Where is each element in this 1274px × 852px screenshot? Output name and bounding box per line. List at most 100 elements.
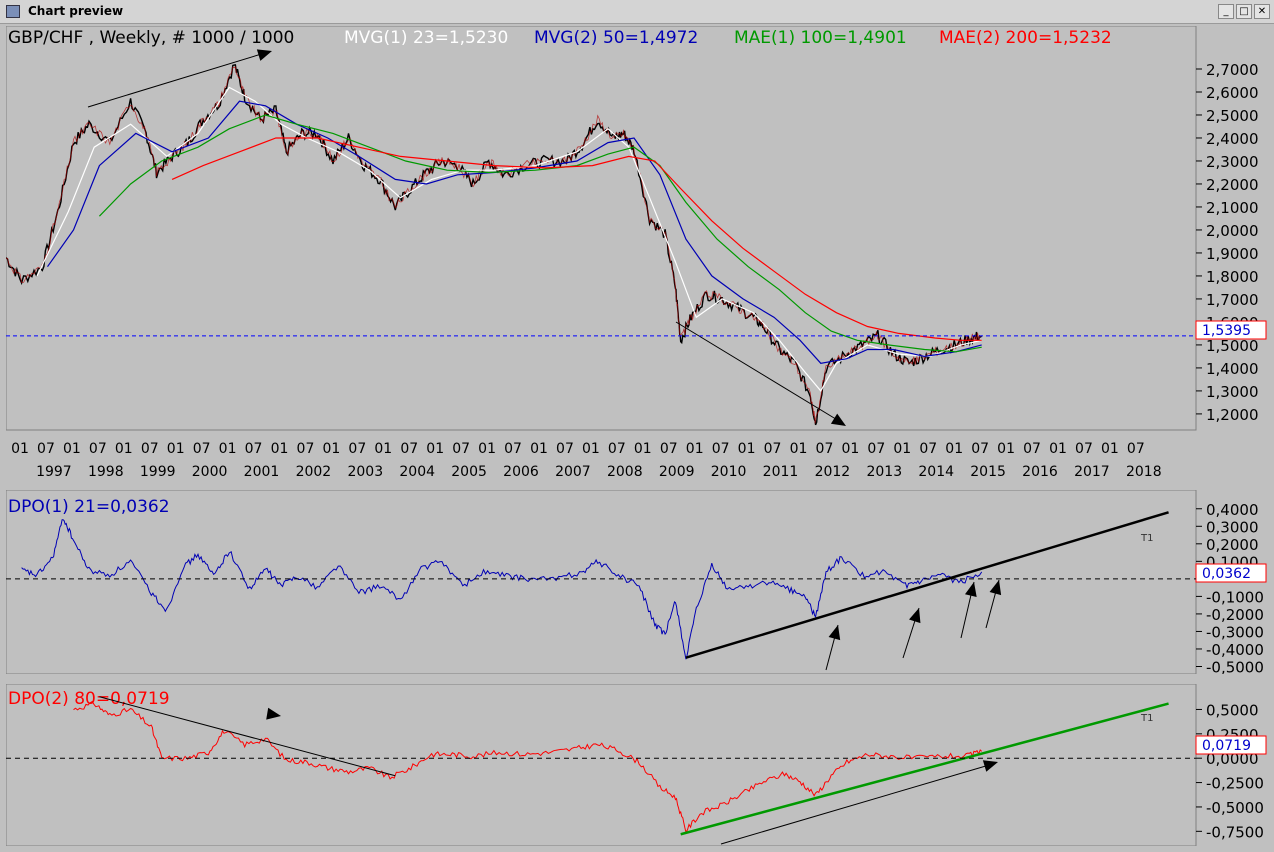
x-month-label: 01 bbox=[738, 441, 756, 457]
x-month-label: 07 bbox=[816, 441, 834, 457]
dpo1-y-axis: 0,40000,30000,20000,1000-0,1000-0,2000-0… bbox=[1196, 501, 1264, 676]
dpo2-plot-area bbox=[5, 683, 1197, 847]
dpo2-trendline-label: T1 bbox=[1140, 713, 1153, 724]
x-month-label: 01 bbox=[997, 441, 1015, 457]
x-month-label: 01 bbox=[219, 441, 237, 457]
price-y-tick-label: 2,0000 bbox=[1206, 222, 1259, 240]
dpo2-y-tick-label: -0,7500 bbox=[1206, 823, 1264, 841]
dpo2-panel: DPO(2) 80=0,0719 0,5000 0,2500 0,0000 -0,25… bbox=[5, 683, 1268, 847]
price-y-tick-label: 2,6000 bbox=[1206, 84, 1259, 102]
series-line-1 bbox=[36, 86, 982, 392]
maximize-button[interactable]: □ bbox=[1236, 4, 1252, 19]
price-chart[interactable]: GBP/CHF , Weekly, # 1000 / 1000 MVG(1) 2… bbox=[5, 25, 1268, 480]
x-year-label: 2010 bbox=[711, 464, 747, 478]
dpo2-last-value-label: 0,0719 bbox=[1202, 738, 1251, 754]
x-month-label: 07 bbox=[89, 441, 107, 457]
x-month-label: 07 bbox=[1023, 441, 1041, 457]
x-month-label: 07 bbox=[608, 441, 626, 457]
x-month-label: 01 bbox=[11, 441, 29, 457]
dpo1-last-value-box bbox=[1195, 563, 1267, 583]
dpo2-title: DPO(2) 80=0,0719 bbox=[8, 689, 170, 709]
x-month-label: 07 bbox=[37, 441, 55, 457]
dpo2-chart[interactable]: DPO(2) 80=0,0719 0,50000,25000,0000-0,25… bbox=[5, 683, 1268, 847]
dpo2-y-tick-label: 0,0000 bbox=[1206, 750, 1259, 768]
x-month-label: 07 bbox=[348, 441, 366, 457]
dpo1-annotation-arrow-head bbox=[964, 582, 977, 597]
price-y-tick-label: 2,2000 bbox=[1206, 176, 1259, 194]
price-y-tick-label: 2,5000 bbox=[1206, 107, 1259, 125]
dpo1-y-tick-label: -0,5000 bbox=[1206, 658, 1264, 674]
x-month-label: 01 bbox=[634, 441, 652, 457]
price-annotations bbox=[87, 49, 846, 426]
x-month-label: 07 bbox=[452, 441, 470, 457]
dpo1-annotation-arrow-head bbox=[989, 580, 1002, 596]
dpo2-annotations bbox=[99, 696, 1169, 845]
x-month-label: 07 bbox=[1075, 441, 1093, 457]
x-month-label: 01 bbox=[322, 441, 340, 457]
dpo2-y-tick-label: -0,2500 bbox=[1206, 775, 1264, 793]
x-month-label: 01 bbox=[790, 441, 808, 457]
window-titlebar: Chart preview _ □ ✕ bbox=[0, 0, 1274, 24]
x-month-label: 07 bbox=[712, 441, 730, 457]
dpo2-line bbox=[73, 700, 983, 833]
x-month-label: 07 bbox=[297, 441, 315, 457]
legend-mae2: MAE(2) 200=1,5232 bbox=[939, 28, 1112, 48]
dpo1-chart[interactable]: DPO(1) 21=0,0362 0,40000,30000,20000,100… bbox=[5, 489, 1268, 676]
dpo1-trendline-label: T1 bbox=[1140, 533, 1153, 544]
x-year-label: 2005 bbox=[451, 464, 487, 478]
x-year-label: 2009 bbox=[659, 464, 695, 478]
x-month-label: 07 bbox=[971, 441, 989, 457]
series-line-3 bbox=[98, 114, 982, 353]
x-month-label: 01 bbox=[478, 441, 496, 457]
price-series-group bbox=[5, 64, 983, 426]
last-price-box bbox=[1195, 320, 1267, 340]
minimize-button[interactable]: _ bbox=[1218, 4, 1234, 19]
dpo2-y-tick-label: 0,5000 bbox=[1206, 701, 1259, 719]
dpo2-downtrend-line bbox=[99, 696, 396, 777]
price-panel: GBP/CHF , Weekly, # 1000 / 1000 MVG(1) 2… bbox=[5, 25, 1268, 480]
x-year-label: 2015 bbox=[970, 464, 1006, 478]
close-button[interactable]: ✕ bbox=[1254, 4, 1270, 19]
annotation-uptrend-line bbox=[87, 51, 269, 108]
x-year-label: 2017 bbox=[1074, 464, 1110, 478]
dpo2-series-group bbox=[73, 700, 983, 833]
dpo2-uptrend-line bbox=[720, 762, 997, 845]
price-y-tick-label: 1,8000 bbox=[1206, 268, 1259, 286]
x-year-label: 2016 bbox=[1022, 464, 1058, 478]
x-month-label: 01 bbox=[374, 441, 392, 457]
dpo1-plot-area bbox=[5, 489, 1197, 675]
x-month-label: 01 bbox=[686, 441, 704, 457]
x-year-label: 1998 bbox=[88, 464, 124, 478]
legend-mae1: MAE(1) 100=1,4901 bbox=[734, 28, 907, 48]
x-month-label: 01 bbox=[63, 441, 81, 457]
x-month-label: 07 bbox=[193, 441, 211, 457]
x-month-label: 01 bbox=[167, 441, 185, 457]
x-month-label: 07 bbox=[504, 441, 522, 457]
legend-mvg1: MVG(1) 23=1,5230 bbox=[344, 28, 508, 48]
dpo2-y-tick-label: -0,5000 bbox=[1206, 799, 1264, 817]
x-year-label: 2018 bbox=[1126, 464, 1162, 478]
x-year-label: 1997 bbox=[36, 464, 72, 478]
dpo1-y-tick-label: -0,1000 bbox=[1206, 588, 1264, 606]
price-title: GBP/CHF , Weekly, # 1000 / 1000 bbox=[8, 28, 294, 48]
x-month-label: 01 bbox=[945, 441, 963, 457]
series-line-2 bbox=[47, 100, 982, 364]
dpo2-trendline bbox=[680, 702, 1169, 836]
dpo2-uptrend-arrow bbox=[982, 760, 998, 772]
x-month-label: 07 bbox=[400, 441, 418, 457]
x-month-label: 07 bbox=[919, 441, 937, 457]
x-year-label: 1999 bbox=[140, 464, 176, 478]
price-y-tick-label: 1,5000 bbox=[1206, 337, 1259, 355]
x-year-label: 2001 bbox=[244, 464, 280, 478]
dpo1-trendline bbox=[685, 511, 1169, 659]
x-month-label: 07 bbox=[141, 441, 159, 457]
x-year-label: 2004 bbox=[399, 464, 435, 478]
x-month-label: 07 bbox=[556, 441, 574, 457]
x-month-label: 07 bbox=[764, 441, 782, 457]
dpo1-panel: DPO(1) 21=0,0362 0,4000 0,3000 0,2000 0,100… bbox=[5, 489, 1268, 676]
price-plot-area bbox=[5, 25, 1197, 431]
last-price-label: 1,5395 bbox=[1202, 323, 1251, 339]
dpo1-y-tick-label: -0,4000 bbox=[1206, 641, 1264, 659]
x-year-label: 2006 bbox=[503, 464, 539, 478]
price-y-axis: 2,7000 2,6000 2,5000 2,4000 2,3000 2,2000 2,10… bbox=[1196, 61, 1259, 424]
